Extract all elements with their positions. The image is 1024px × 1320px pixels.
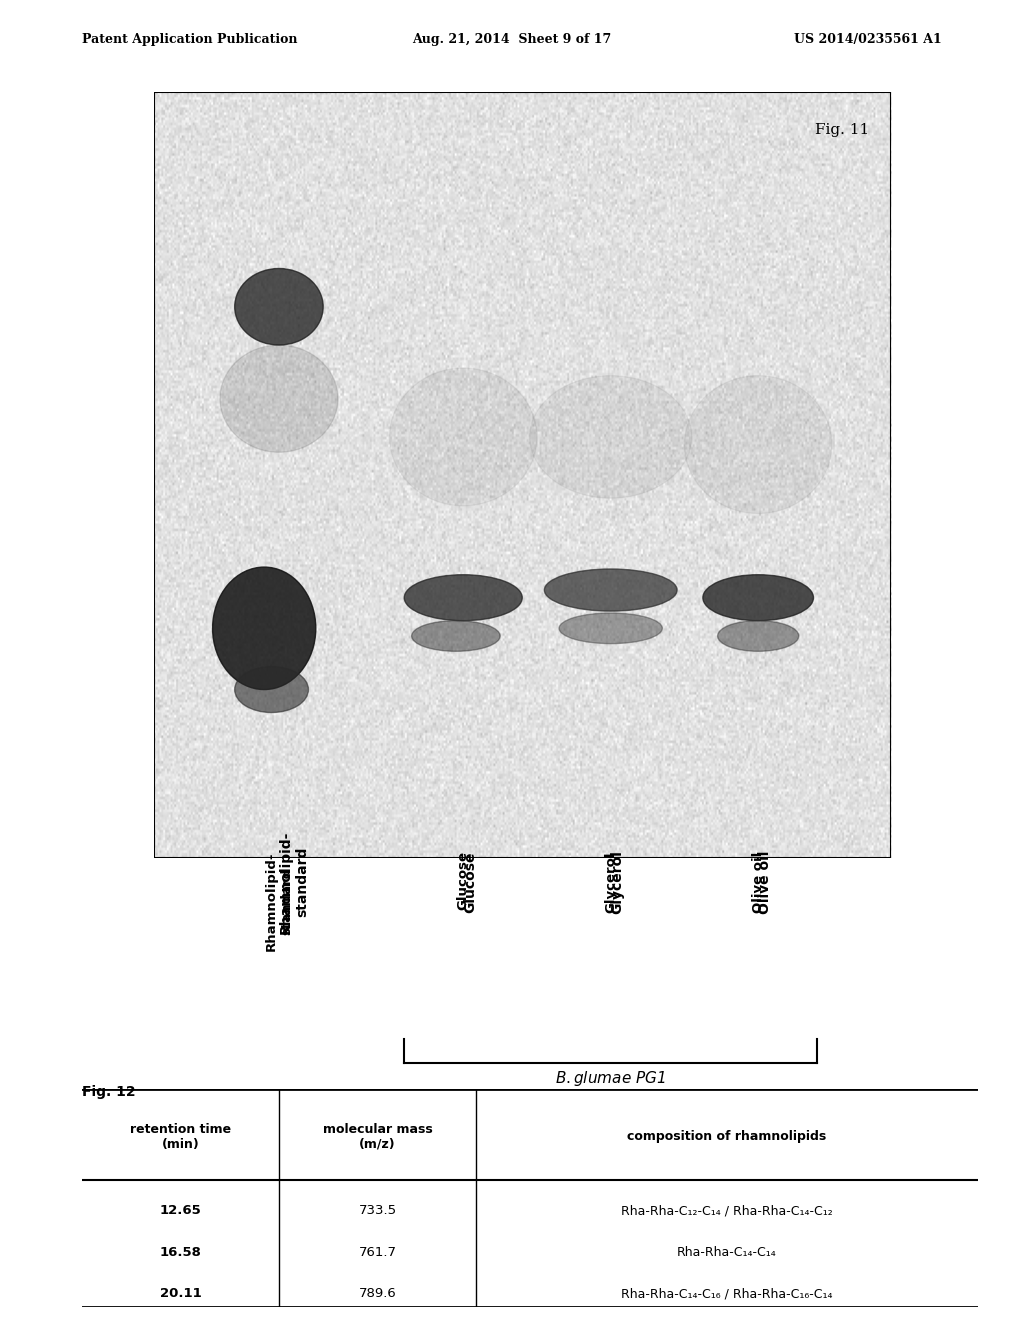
Text: US 2014/0235561 A1: US 2014/0235561 A1	[795, 33, 942, 46]
Ellipse shape	[529, 376, 692, 498]
Text: Rha-Rha-C₁₄-C₁₄: Rha-Rha-C₁₄-C₁₄	[677, 1246, 777, 1259]
Ellipse shape	[412, 620, 500, 651]
Text: 12.65: 12.65	[160, 1204, 202, 1217]
Ellipse shape	[684, 376, 831, 513]
Text: composition of rhamnolipids: composition of rhamnolipids	[628, 1130, 826, 1143]
Text: retention time
(min): retention time (min)	[130, 1123, 231, 1151]
Text: Aug. 21, 2014  Sheet 9 of 17: Aug. 21, 2014 Sheet 9 of 17	[413, 33, 611, 46]
Ellipse shape	[234, 268, 324, 345]
Text: 761.7: 761.7	[358, 1246, 396, 1259]
Text: Rha-Rha-C₁₂-C₁₄ / Rha-Rha-C₁₄-C₁₂: Rha-Rha-C₁₂-C₁₄ / Rha-Rha-C₁₄-C₁₂	[622, 1204, 833, 1217]
Text: Glucose: Glucose	[463, 851, 477, 913]
Text: Patent Application Publication: Patent Application Publication	[82, 33, 297, 46]
Ellipse shape	[234, 667, 308, 713]
Text: Fig. 12: Fig. 12	[82, 1085, 135, 1100]
Text: Fig. 11: Fig. 11	[814, 123, 868, 137]
Text: $\it{B. glumae}$ PG1: $\it{B. glumae}$ PG1	[555, 1069, 666, 1088]
Text: Olive oil: Olive oil	[758, 850, 772, 913]
Ellipse shape	[389, 368, 537, 506]
Ellipse shape	[404, 574, 522, 620]
Ellipse shape	[545, 569, 677, 611]
Text: molecular mass
(m/z): molecular mass (m/z)	[323, 1123, 432, 1151]
Text: 20.11: 20.11	[160, 1287, 202, 1300]
Text: Rhamnolipid-
standard: Rhamnolipid- standard	[265, 851, 293, 950]
Text: Rha-Rha-C₁₄-C₁₆ / Rha-Rha-C₁₆-C₁₄: Rha-Rha-C₁₄-C₁₆ / Rha-Rha-C₁₆-C₁₄	[622, 1287, 833, 1300]
Ellipse shape	[220, 345, 338, 453]
Text: Glycerol: Glycerol	[610, 850, 625, 913]
Ellipse shape	[702, 574, 813, 620]
Text: 733.5: 733.5	[358, 1204, 396, 1217]
Ellipse shape	[718, 620, 799, 651]
Ellipse shape	[213, 568, 315, 689]
Text: Rhamnolipid-
standard: Rhamnolipid- standard	[279, 830, 309, 933]
Text: 789.6: 789.6	[358, 1287, 396, 1300]
Text: 16.58: 16.58	[160, 1246, 202, 1259]
Text: Glucose: Glucose	[457, 851, 470, 911]
Text: Olive oil: Olive oil	[752, 851, 765, 912]
Ellipse shape	[559, 612, 663, 644]
Text: Glycerol: Glycerol	[604, 851, 617, 913]
